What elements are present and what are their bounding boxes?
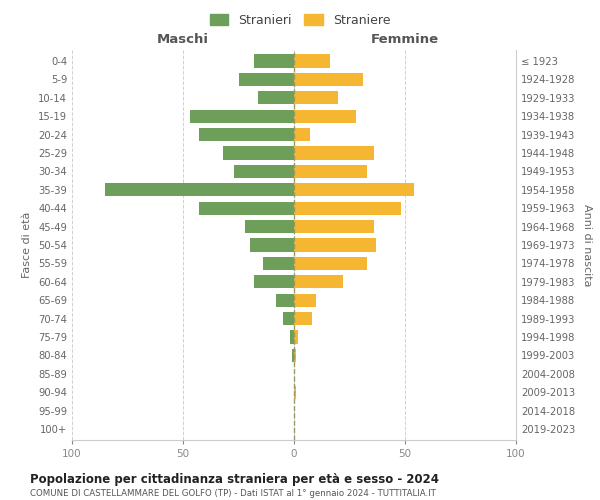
Y-axis label: Fasce di età: Fasce di età: [22, 212, 32, 278]
Bar: [239, 73, 294, 86]
Bar: [294, 238, 376, 252]
Bar: [294, 183, 414, 196]
Bar: [276, 294, 294, 307]
Legend: Stranieri, Straniere: Stranieri, Straniere: [205, 8, 395, 32]
Bar: [294, 349, 296, 362]
Text: Popolazione per cittadinanza straniera per età e sesso - 2024: Popolazione per cittadinanza straniera p…: [30, 472, 439, 486]
Bar: [294, 312, 312, 325]
Bar: [294, 165, 367, 178]
Bar: [294, 146, 374, 160]
Bar: [250, 238, 294, 252]
Bar: [294, 330, 298, 344]
Bar: [106, 183, 294, 196]
Bar: [245, 220, 294, 233]
Y-axis label: Anni di nascita: Anni di nascita: [582, 204, 592, 286]
Text: COMUNE DI CASTELLAMMARE DEL GOLFO (TP) - Dati ISTAT al 1° gennaio 2024 - TUTTITA: COMUNE DI CASTELLAMMARE DEL GOLFO (TP) -…: [30, 489, 436, 498]
Bar: [294, 220, 374, 233]
Bar: [294, 386, 296, 399]
Bar: [294, 202, 401, 215]
Bar: [254, 54, 294, 68]
Bar: [294, 128, 310, 141]
Text: Femmine: Femmine: [371, 34, 439, 46]
Bar: [294, 294, 316, 307]
Bar: [294, 110, 356, 123]
Bar: [294, 275, 343, 288]
Bar: [223, 146, 294, 160]
Bar: [234, 165, 294, 178]
Bar: [254, 275, 294, 288]
Bar: [294, 73, 363, 86]
Bar: [199, 202, 294, 215]
Text: Maschi: Maschi: [157, 34, 209, 46]
Bar: [294, 257, 367, 270]
Bar: [294, 54, 329, 68]
Bar: [292, 349, 294, 362]
Bar: [290, 330, 294, 344]
Bar: [283, 312, 294, 325]
Bar: [259, 91, 294, 104]
Bar: [190, 110, 294, 123]
Bar: [199, 128, 294, 141]
Bar: [263, 257, 294, 270]
Bar: [294, 91, 338, 104]
